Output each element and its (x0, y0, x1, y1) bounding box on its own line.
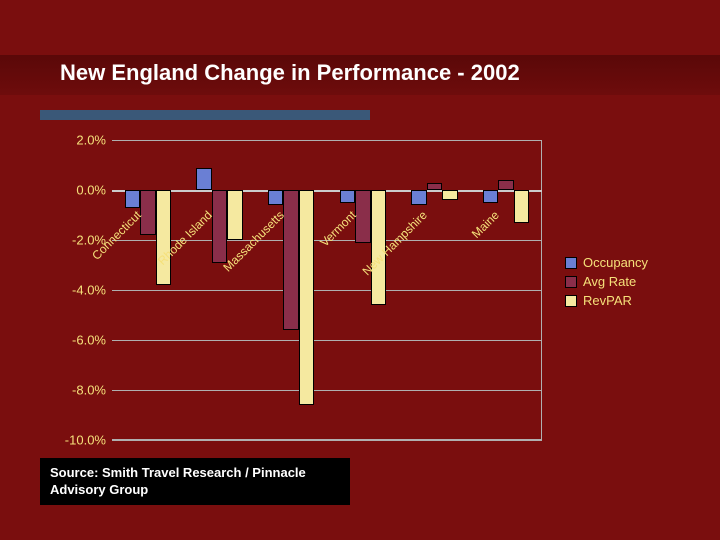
legend-swatch (565, 295, 577, 307)
y-tick-label: 0.0% (40, 183, 106, 198)
bar-occupancy (340, 190, 356, 203)
bar-occupancy (411, 190, 427, 205)
y-tick-label: -10.0% (40, 433, 106, 448)
legend-label: Occupancy (583, 255, 648, 270)
chart-area: -10.0%-8.0%-6.0%-4.0%-2.0%0.0%2.0% Conne… (40, 130, 680, 460)
source-citation: Source: Smith Travel Research / Pinnacle… (40, 458, 350, 505)
page-title: New England Change in Performance - 2002 (60, 60, 520, 86)
bar-avg-rate (212, 190, 228, 263)
grid-line (112, 390, 542, 391)
y-tick-label: -8.0% (40, 383, 106, 398)
legend-label: Avg Rate (583, 274, 636, 289)
y-tick-label: 2.0% (40, 133, 106, 148)
bar-revpar (442, 190, 458, 200)
bar-avg-rate (498, 180, 514, 190)
legend-swatch (565, 257, 577, 269)
legend-swatch (565, 276, 577, 288)
grid-line (112, 140, 542, 141)
legend-item: Occupancy (565, 255, 680, 270)
legend-item: RevPAR (565, 293, 680, 308)
grid-line (112, 290, 542, 291)
bar-revpar (299, 190, 315, 405)
bar-occupancy (268, 190, 284, 205)
bar-revpar (514, 190, 530, 223)
y-tick-label: -6.0% (40, 333, 106, 348)
zero-line (112, 190, 542, 192)
legend: Occupancy Avg Rate RevPAR (565, 255, 680, 312)
grid-line (112, 440, 542, 441)
legend-item: Avg Rate (565, 274, 680, 289)
title-underline (40, 110, 370, 120)
bar-occupancy (125, 190, 141, 208)
grid-line (112, 340, 542, 341)
bar-occupancy (196, 168, 212, 191)
bar-revpar (227, 190, 243, 240)
legend-label: RevPAR (583, 293, 632, 308)
bar-avg-rate (427, 183, 443, 191)
bar-occupancy (483, 190, 499, 203)
bar-avg-rate (140, 190, 156, 235)
